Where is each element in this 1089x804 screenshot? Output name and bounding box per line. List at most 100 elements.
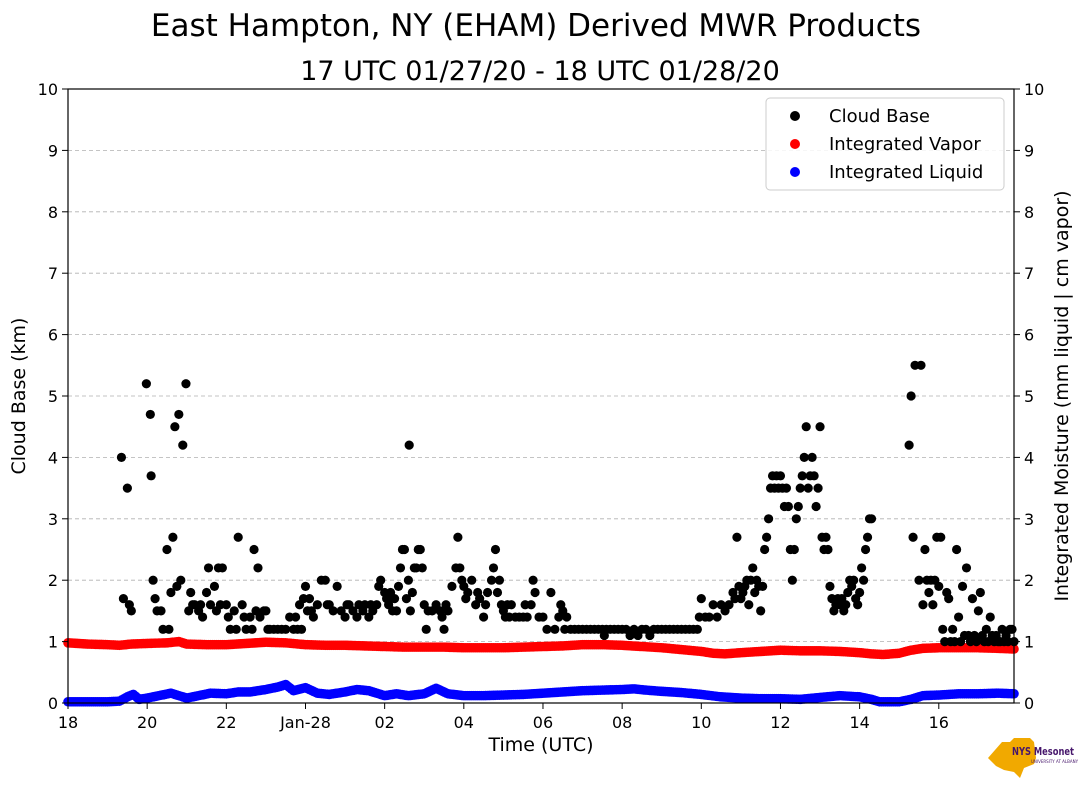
nys-mesonet-logo: NYS Mesonet UNIVERSITY AT ALBANY	[988, 738, 1079, 778]
cloud-base-point	[245, 612, 255, 622]
cloud-base-point	[712, 612, 722, 622]
cloud-base-point	[967, 594, 978, 604]
cloud-base-point	[783, 501, 793, 512]
cloud-base-point	[803, 483, 813, 493]
cloud-base-point	[475, 594, 485, 604]
y-right-tick-label: 7	[1024, 264, 1034, 283]
cloud-base-point	[186, 587, 196, 598]
cloud-base-point	[261, 606, 271, 616]
cloud-base-point	[453, 532, 463, 542]
legend-label-integrated-vapor: Integrated Vapor	[829, 134, 981, 155]
cloud-base-point	[934, 581, 944, 591]
cloud-base-point	[479, 612, 489, 622]
legend-box	[765, 97, 1005, 191]
cloud-base-point	[437, 612, 447, 622]
cloud-base-point	[860, 544, 871, 555]
y-tick-label: 0	[48, 694, 58, 713]
cloud-base-point	[197, 612, 208, 622]
cloud-base-point	[229, 606, 239, 616]
cloud-base-point	[237, 600, 247, 610]
cloud-base-point	[443, 606, 453, 616]
legend: Cloud Base Integrated Vapor Integrated L…	[765, 97, 1005, 191]
cloud-base-point	[938, 624, 948, 634]
cloud-base-point	[944, 594, 954, 604]
cloud-base-point	[797, 471, 807, 481]
x-tick-label: 22	[216, 713, 236, 732]
cloud-base-point	[352, 612, 362, 622]
cloud-base-point	[916, 360, 926, 370]
cloud-base-point	[166, 587, 176, 598]
cloud-base-point	[961, 563, 972, 573]
cloud-base-point	[332, 581, 342, 591]
cloud-base-point	[320, 575, 330, 585]
cloud-base-point	[164, 624, 174, 634]
cloud-base-point	[494, 575, 505, 585]
chart-subtitle: 17 UTC 01/27/20 - 18 UTC 01/28/20	[300, 56, 780, 87]
cloud-base-point	[813, 483, 823, 493]
y-right-tick-label: 4	[1024, 448, 1034, 467]
cloud-base-point	[455, 563, 465, 573]
y-axis-ticks: 0 1 2 3 4 5 6 7 8 9 10	[38, 80, 68, 713]
cloud-base-point	[904, 440, 914, 450]
cloud-base-point	[957, 581, 968, 591]
y-tick-label: 8	[48, 203, 58, 222]
chart-title: East Hampton, NY (EHAM) Derived MWR Prod…	[151, 8, 921, 44]
x-tick-label: 10	[691, 713, 711, 732]
y-right-tick-label: 8	[1024, 203, 1034, 222]
integrated-vapor-series	[63, 636, 1019, 660]
cloud-base-point	[176, 575, 186, 585]
y-right-tick-label: 1	[1024, 633, 1034, 652]
y-tick-label: 1	[48, 633, 58, 652]
cloud-base-point	[253, 563, 263, 573]
cloud-base-point	[985, 612, 995, 622]
cloud-base-point	[126, 606, 136, 616]
cloud-base-point	[763, 514, 774, 524]
cloud-base-point	[857, 563, 867, 573]
cloud-base-point	[724, 600, 734, 610]
cloud-base-point	[981, 624, 991, 634]
x-tick-label: 18	[58, 713, 78, 732]
logo-text-sub: UNIVERSITY AT ALBANY	[1031, 759, 1079, 764]
cloud-base-point	[296, 624, 307, 634]
cloud-base-point	[506, 600, 516, 610]
cloud-base-point	[971, 637, 981, 647]
cloud-base-point	[223, 612, 233, 622]
cloud-base-point	[145, 409, 155, 420]
logo-text-main: NYS Mesonet	[1012, 745, 1074, 758]
cloud-base-point	[789, 544, 799, 555]
y-tick-label: 7	[48, 264, 58, 283]
cloud-base-point	[920, 544, 930, 555]
cloud-base-point	[952, 544, 962, 555]
y-right-axis-label: Integrated Moisture (mm liquid | cm vapo…	[1051, 190, 1073, 601]
cloud-base-point	[708, 600, 718, 610]
cloud-base-point	[542, 624, 552, 634]
legend-marker-cloud-base	[790, 111, 800, 121]
y-right-tick-label: 2	[1024, 571, 1034, 590]
cloud-base-point	[692, 624, 702, 634]
cloud-base-point	[914, 575, 924, 585]
y-tick-label: 9	[48, 141, 58, 160]
cloud-base-point	[482, 587, 493, 598]
cloud-base-point	[906, 391, 916, 401]
cloud-base-point	[201, 587, 212, 598]
cloud-base-point	[308, 612, 319, 622]
cloud-base-point	[480, 600, 491, 610]
cloud-base-point	[546, 587, 556, 598]
cloud-base-point	[395, 563, 406, 573]
x-tick-label: 08	[612, 713, 632, 732]
cloud-base-point	[492, 587, 503, 598]
cloud-base-point	[953, 612, 964, 622]
y-right-tick-label: 5	[1024, 387, 1034, 406]
cloud-base-point	[809, 471, 819, 481]
cloud-base-point	[156, 606, 166, 616]
cloud-base-point	[247, 624, 257, 634]
cloud-base-point	[928, 600, 938, 610]
cloud-base-point	[178, 440, 188, 450]
cloud-base-point	[217, 563, 227, 573]
cloud-base-point	[168, 532, 178, 542]
cloud-base-point	[281, 624, 291, 634]
y-tick-label: 3	[48, 510, 58, 529]
y-right-tick-label: 6	[1024, 326, 1034, 345]
cloud-base-point	[696, 594, 706, 604]
cloud-base-point	[948, 624, 958, 634]
